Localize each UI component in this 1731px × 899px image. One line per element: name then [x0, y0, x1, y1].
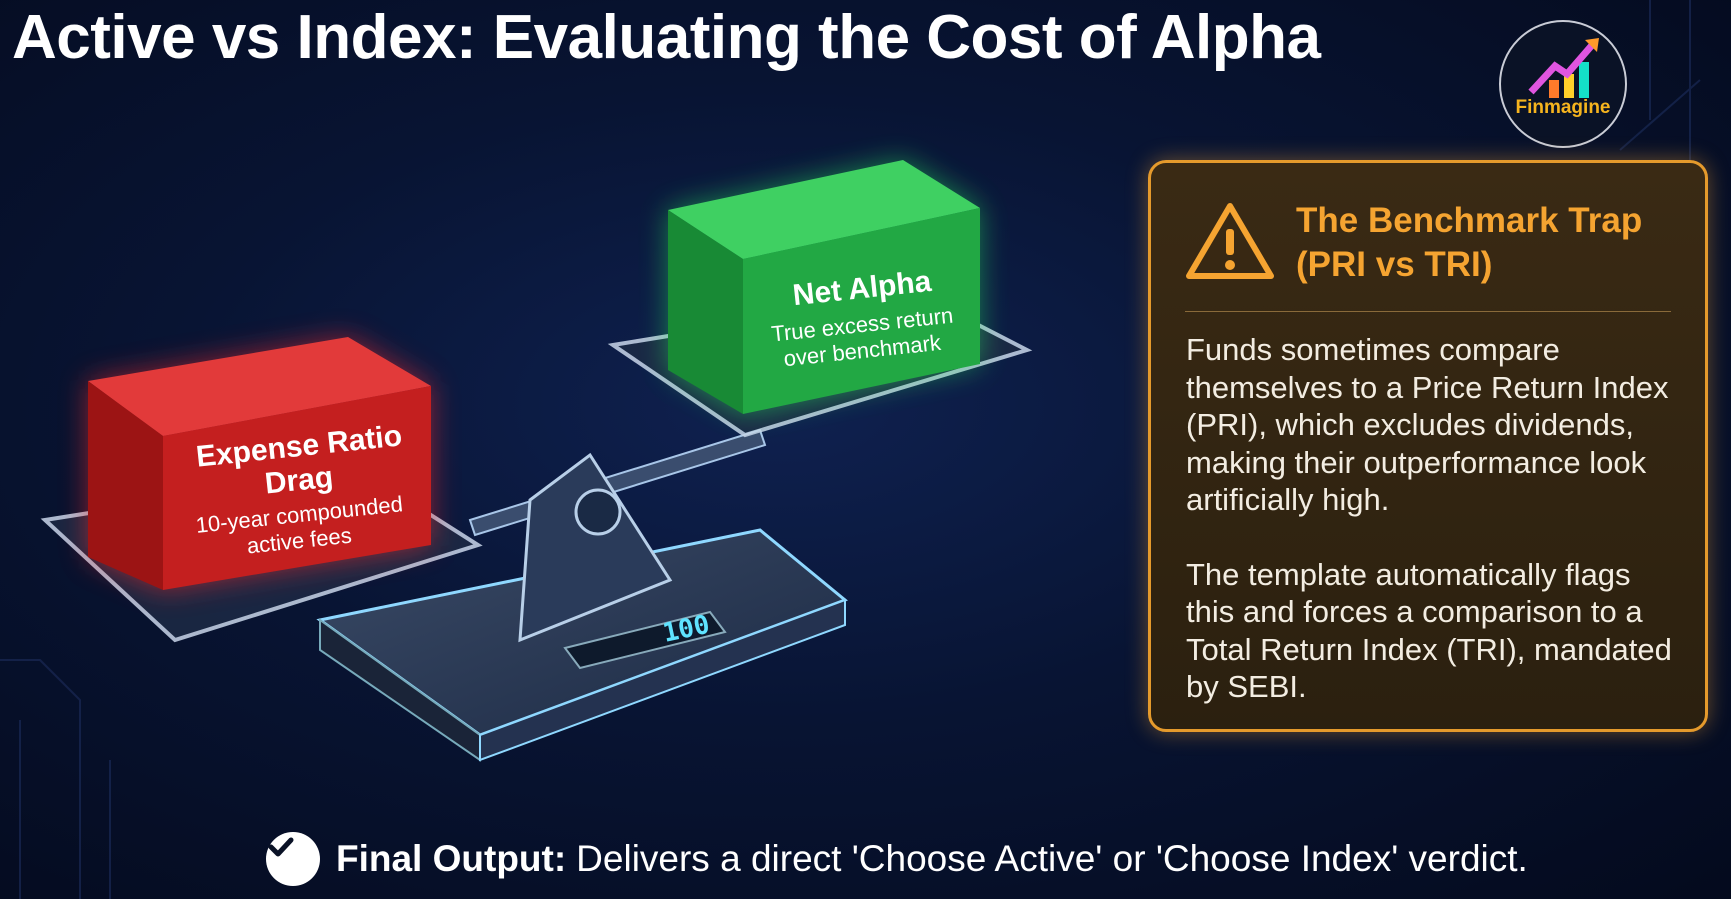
net-alpha-block: Net Alpha True excess return over benchm… — [668, 160, 980, 414]
finmagine-logo: Finmagine — [1499, 20, 1627, 148]
warning-triangle-icon — [1186, 203, 1274, 279]
divider — [1185, 311, 1671, 312]
scale-beam — [468, 428, 767, 643]
final-output-note: Final Output: Delivers a direct 'Choose … — [266, 832, 1528, 886]
callout-body: Funds sometimes compare themselves to a … — [1186, 331, 1686, 743]
callout-title: The Benchmark Trap (PRI vs TRI) — [1296, 199, 1642, 287]
benchmark-trap-callout: The Benchmark Trap (PRI vs TRI) Funds so… — [1148, 160, 1708, 732]
callout-paragraph: Funds sometimes compare themselves to a … — [1186, 332, 1669, 517]
callout-title-line: (PRI vs TRI) — [1296, 245, 1493, 284]
block-title: Drag — [263, 461, 334, 501]
check-circle-icon — [266, 832, 320, 886]
logo-text: Finmagine — [1515, 97, 1611, 118]
callout-paragraph: The template automatically flags this an… — [1186, 556, 1672, 705]
final-output-text: Delivers a direct 'Choose Active' or 'Ch… — [576, 838, 1528, 879]
expense-ratio-block: Expense Ratio Drag 10-year compounded ac… — [88, 337, 431, 590]
scale-base: 100 — [316, 528, 848, 762]
callout-title-line: The Benchmark Trap — [1296, 201, 1643, 240]
page-title: Active vs Index: Evaluating the Cost of … — [12, 3, 1321, 72]
final-output-label: Final Output: — [336, 838, 567, 879]
rising-chart-icon — [1528, 38, 1599, 98]
